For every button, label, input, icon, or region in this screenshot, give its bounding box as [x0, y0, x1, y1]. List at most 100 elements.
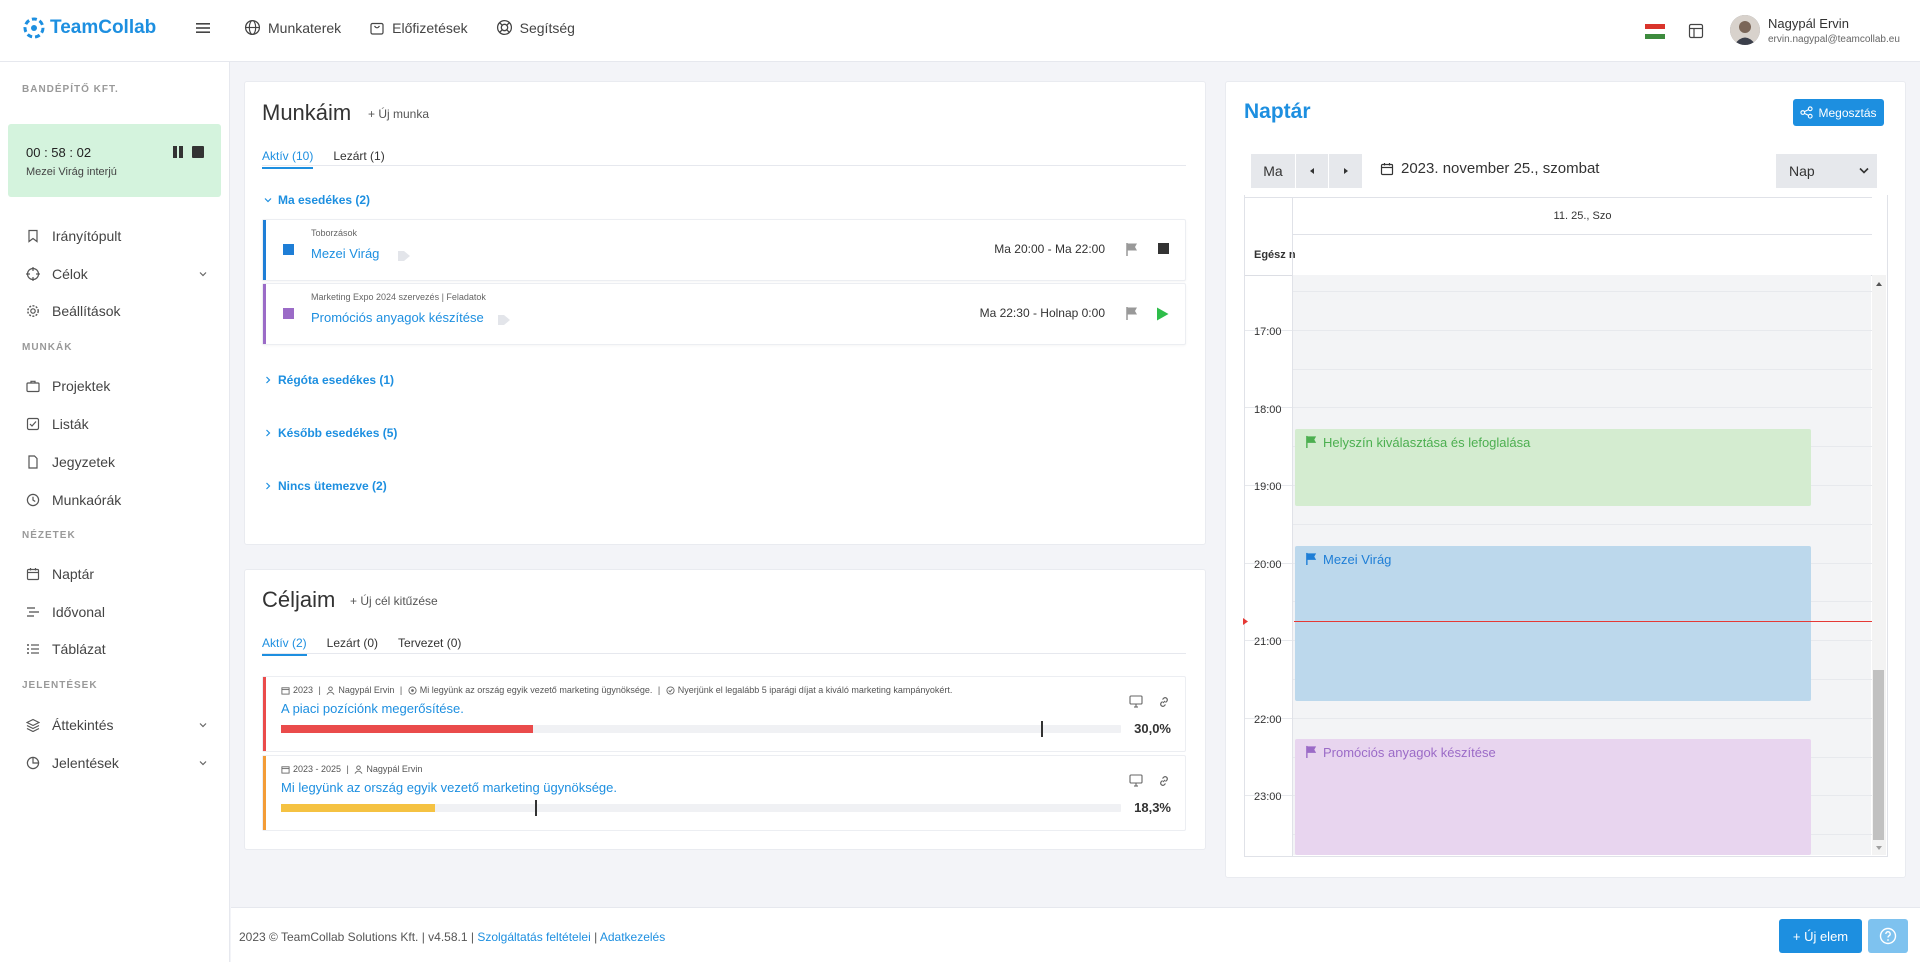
- link-icon[interactable]: [1157, 695, 1171, 709]
- calendar-event[interactable]: Mezei Virág: [1295, 546, 1811, 701]
- topnav-help[interactable]: Segítség: [496, 19, 575, 36]
- sidebar-item-timeline[interactable]: Idővonal: [26, 604, 206, 620]
- flag-icon[interactable]: [1125, 306, 1139, 320]
- hour-label: 22:00: [1254, 714, 1282, 726]
- stop-icon[interactable]: [192, 146, 204, 158]
- sidebar-item-table[interactable]: Táblázat: [26, 641, 206, 657]
- top-nav: Munkaterek Előfizetések Segítség: [244, 19, 575, 36]
- group-unscheduled[interactable]: Nincs ütemezve (2): [264, 479, 387, 493]
- layers-icon: [26, 718, 40, 732]
- play-icon[interactable]: [1156, 307, 1169, 321]
- document-icon: [28, 455, 38, 469]
- active-timer[interactable]: 00 : 58 : 02 Mezei Virág interjú: [8, 124, 221, 197]
- group-label: Ma esedékes (2): [278, 193, 371, 207]
- monitor-icon[interactable]: [1129, 774, 1143, 787]
- sidebar-item-label: Áttekintés: [52, 717, 114, 733]
- tab-draft[interactable]: Tervezet (0): [398, 636, 462, 650]
- help-button[interactable]: [1868, 919, 1908, 953]
- tab-closed[interactable]: Lezárt (0): [326, 636, 379, 650]
- sidebar-item-calendar[interactable]: Naptár: [26, 566, 206, 582]
- calendar-title: Naptár: [1244, 100, 1311, 123]
- goal-year: 2023 - 2025: [293, 764, 342, 774]
- add-goal-link[interactable]: + Új cél kitűzése: [350, 594, 438, 608]
- task-status-checkbox[interactable]: [283, 308, 294, 319]
- sidebar-item-label: Irányítópult: [52, 228, 122, 244]
- sidebar-item-goals[interactable]: Célok: [26, 266, 207, 282]
- task-name[interactable]: Mezei Virág: [311, 246, 380, 261]
- flag-icon: [1306, 552, 1317, 565]
- goal-key-result: Nyerjünk el legalább 5 iparági díjat a k…: [677, 685, 953, 695]
- group-due-later[interactable]: Később esedékes (5): [264, 426, 397, 440]
- group-due-today[interactable]: Ma esedékes (2): [264, 193, 370, 207]
- new-item-button[interactable]: + Új elem: [1779, 919, 1862, 953]
- list-icon: [27, 644, 39, 654]
- calendar-event[interactable]: Helyszín kiválasztása és lefoglalása: [1295, 429, 1811, 506]
- my-tasks-title: Munkáim: [262, 100, 352, 125]
- sidebar-item-lists[interactable]: Listák: [26, 416, 206, 432]
- sidebar-item-overview[interactable]: Áttekintés: [26, 717, 207, 733]
- tag-icon[interactable]: [397, 250, 411, 262]
- logo-icon: [23, 17, 45, 39]
- hungarian-flag-icon[interactable]: [1645, 24, 1665, 39]
- grid-line: [1245, 718, 1872, 719]
- sidebar-item-reports[interactable]: Jelentések: [26, 755, 207, 771]
- topnav-subscriptions[interactable]: Előfizetések: [369, 19, 468, 36]
- terms-link[interactable]: Szolgáltatás feltételei: [477, 930, 591, 944]
- add-task-link[interactable]: + Új munka: [368, 107, 430, 121]
- tab-divider: [262, 165, 1186, 166]
- pause-icon[interactable]: [172, 146, 184, 158]
- goal-color-bar: [263, 677, 266, 751]
- tab-active[interactable]: Aktív (10): [262, 149, 314, 169]
- sidebar-item-dashboard[interactable]: Irányítópult: [26, 228, 206, 244]
- layout-icon[interactable]: [1688, 23, 1704, 39]
- user-name[interactable]: Nagypál Ervin: [1768, 16, 1849, 31]
- goal-row[interactable]: 2023 | Nagypál Ervin | Mi legyünk az ors…: [262, 676, 1186, 752]
- topnav-workspaces-label: Munkaterek: [268, 19, 342, 36]
- avatar[interactable]: [1730, 15, 1760, 45]
- link-icon[interactable]: [1157, 774, 1171, 788]
- bag-icon: [370, 22, 384, 35]
- bookmark-icon: [28, 229, 38, 243]
- calendar-event[interactable]: Promóciós anyagok készítése: [1295, 739, 1811, 855]
- flag-icon[interactable]: [1125, 242, 1139, 256]
- chevron-down-icon: [199, 723, 207, 728]
- section-views: NÉZETEK: [22, 530, 76, 541]
- today-button[interactable]: Ma: [1251, 154, 1295, 188]
- scroll-down-icon[interactable]: [1875, 845, 1883, 851]
- date-picker-button[interactable]: 2023. november 25., szombat: [1380, 160, 1599, 177]
- tab-active[interactable]: Aktív (2): [262, 636, 307, 656]
- stop-icon[interactable]: [1158, 243, 1169, 254]
- sidebar-item-worklogs[interactable]: Munkaórák: [26, 492, 206, 508]
- monitor-icon[interactable]: [1129, 695, 1143, 708]
- goal-name[interactable]: A piaci pozíciónk megerősítése.: [281, 701, 464, 716]
- tab-closed[interactable]: Lezárt (1): [333, 149, 385, 163]
- globe-icon: [244, 19, 261, 36]
- tag-icon[interactable]: [497, 314, 511, 326]
- task-status-checkbox[interactable]: [283, 244, 294, 255]
- goal-expected-marker: [534, 800, 537, 816]
- topnav-workspaces[interactable]: Munkaterek: [244, 19, 341, 36]
- chevron-right-icon: [266, 429, 271, 437]
- sidebar-item-projects[interactable]: Projektek: [26, 378, 206, 394]
- app-logo[interactable]: TeamCollab: [22, 16, 156, 40]
- task-row[interactable]: Marketing Expo 2024 szervezés | Feladato…: [262, 283, 1186, 345]
- menu-toggle-icon[interactable]: [196, 21, 214, 39]
- view-select-value: Nap: [1789, 163, 1815, 179]
- goal-color-bar: [263, 756, 266, 830]
- scroll-up-icon[interactable]: [1875, 281, 1883, 287]
- scrollbar-thumb[interactable]: [1873, 670, 1884, 840]
- goal-name[interactable]: Mi legyünk az ország egyik vezető market…: [281, 780, 618, 795]
- share-button[interactable]: Megosztás: [1793, 99, 1884, 126]
- task-name[interactable]: Promóciós anyagok készítése: [311, 310, 484, 325]
- group-overdue[interactable]: Régóta esedékes (1): [264, 373, 394, 387]
- view-select[interactable]: Nap: [1776, 154, 1877, 188]
- goal-row[interactable]: 2023 - 2025 | Nagypál Ervin Mi legyünk a…: [262, 755, 1186, 831]
- privacy-link[interactable]: Adatkezelés: [599, 930, 666, 944]
- grid-line: [1292, 197, 1293, 857]
- sidebar-item-settings[interactable]: Beállítások: [26, 303, 206, 319]
- goal-progress-fill: [281, 725, 533, 733]
- sidebar-item-notes[interactable]: Jegyzetek: [26, 454, 206, 470]
- next-button[interactable]: [1329, 154, 1362, 188]
- task-row[interactable]: Toborzások Mezei Virág Ma 20:00 - Ma 22:…: [262, 219, 1186, 281]
- prev-button[interactable]: [1296, 154, 1328, 188]
